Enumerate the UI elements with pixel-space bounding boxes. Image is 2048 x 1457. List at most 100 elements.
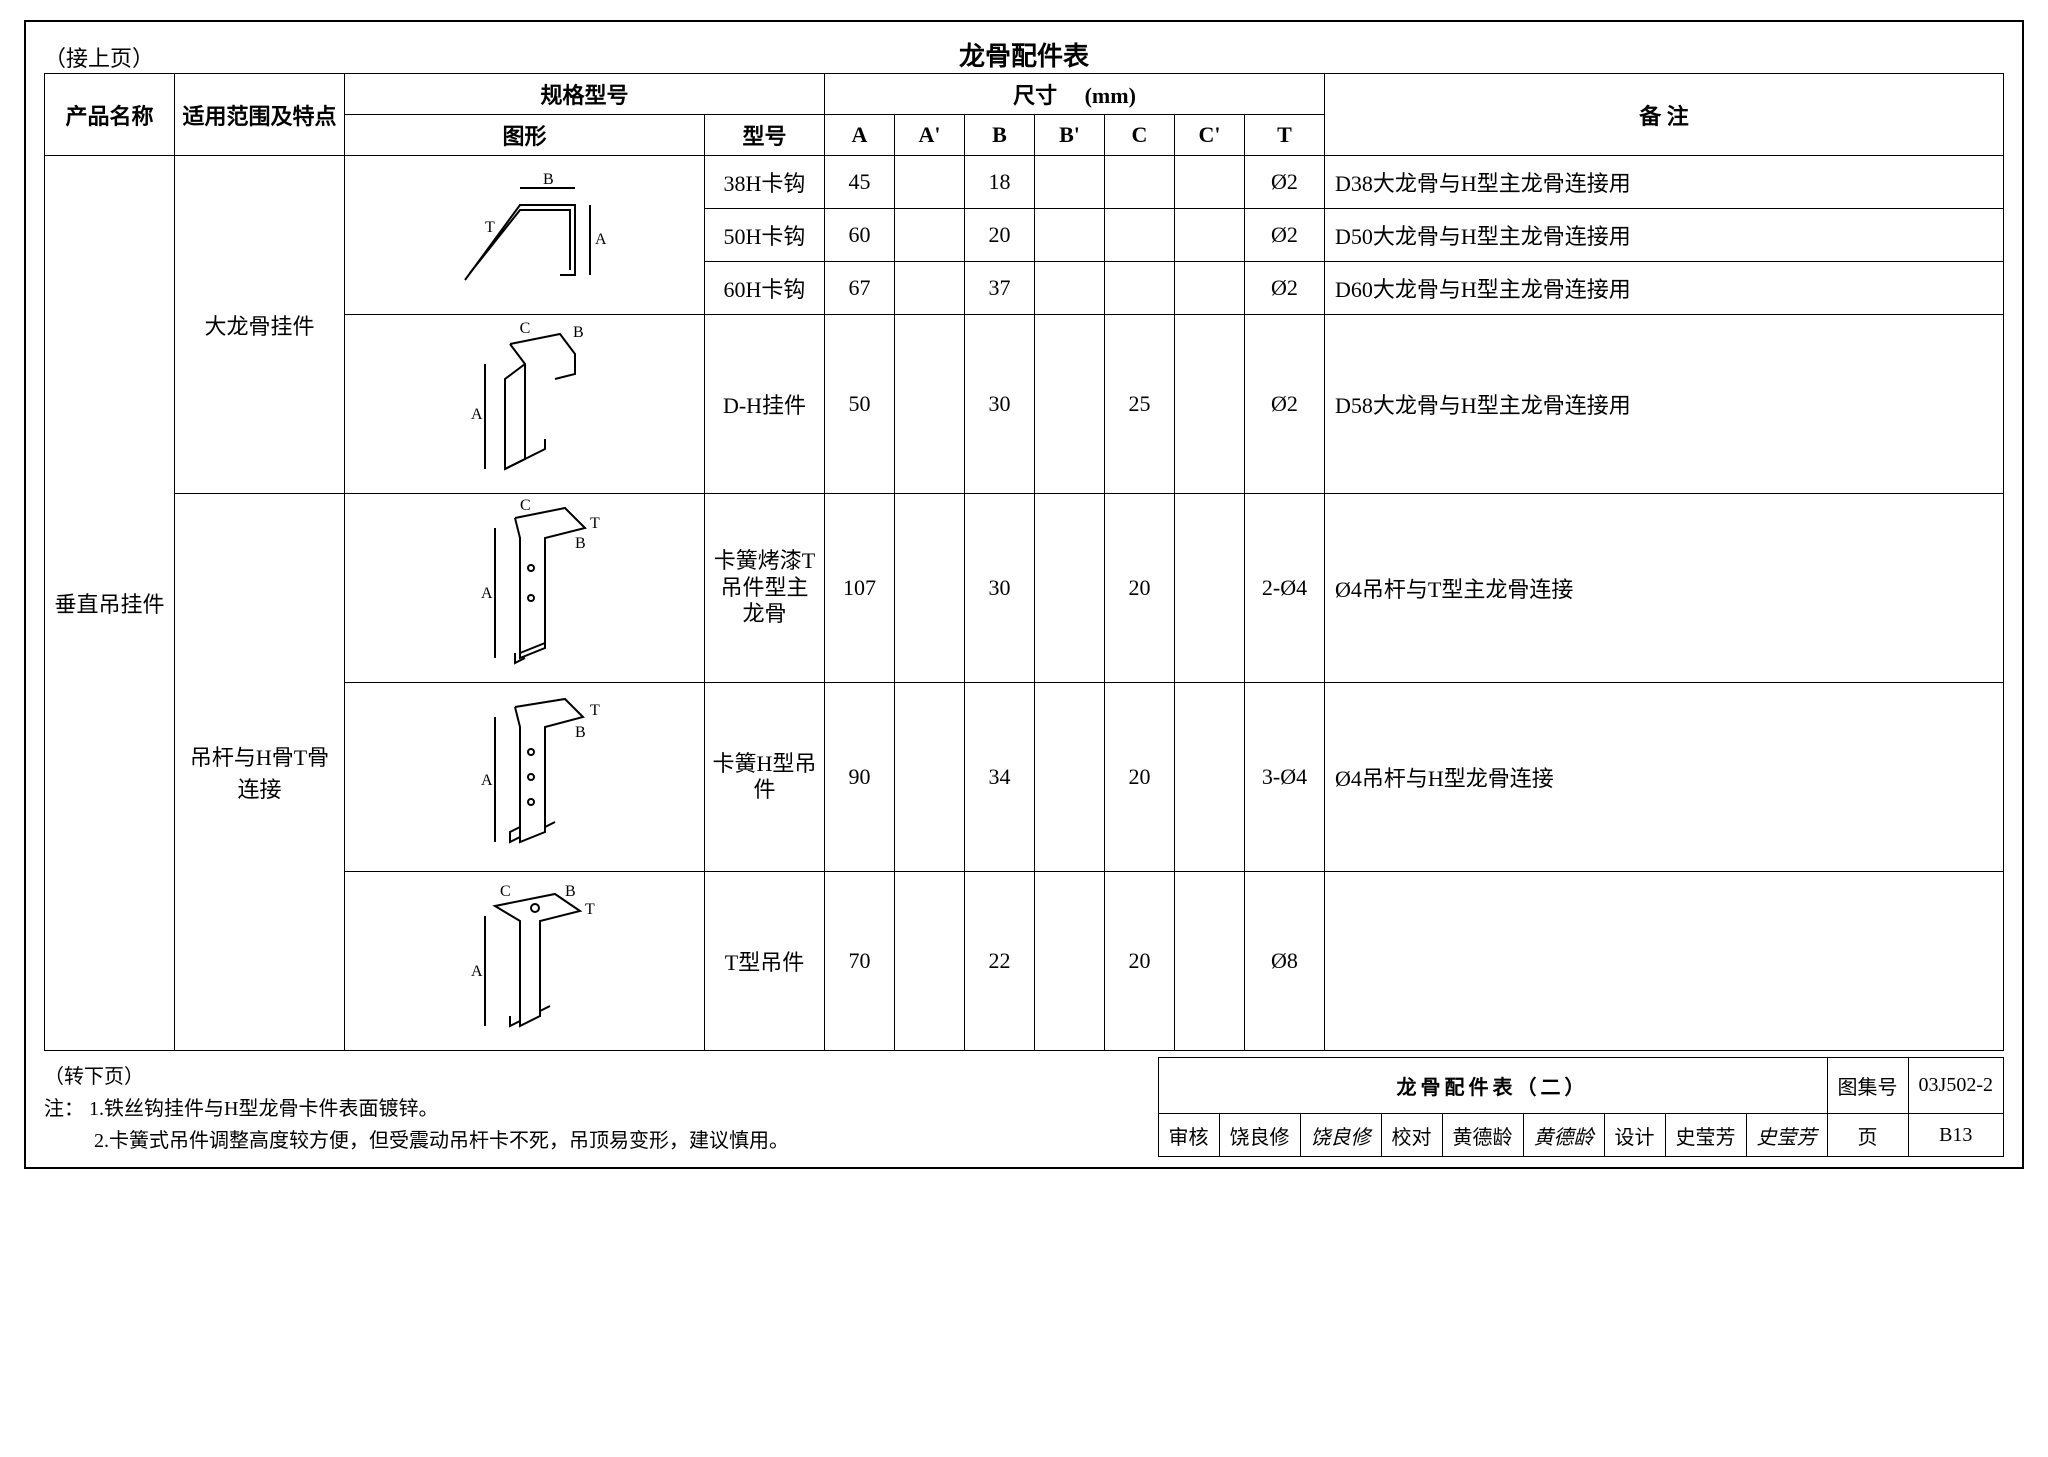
cell-model: 60H卡钩	[705, 262, 825, 315]
cell-B: 18	[965, 156, 1035, 209]
cell-model: 38H卡钩	[705, 156, 825, 209]
cell-scope: 大龙骨挂件	[175, 156, 345, 494]
svg-text:C: C	[520, 498, 531, 514]
th-dimension: 尺寸 (mm)	[825, 74, 1325, 115]
cell-A: 45	[825, 156, 895, 209]
svg-text:A: A	[471, 406, 483, 423]
th-C: C	[1105, 115, 1175, 156]
cell-Ap	[895, 494, 965, 683]
svg-text:B: B	[573, 324, 584, 341]
th-remark: 备 注	[1325, 74, 2004, 156]
cell-model: 50H卡钩	[705, 209, 825, 262]
cell-model: D-H挂件	[705, 315, 825, 494]
cell-remark	[1325, 872, 2004, 1051]
th-dim-unit: (mm)	[1085, 83, 1136, 108]
cell-Cp	[1175, 156, 1245, 209]
cell-Ap	[895, 156, 965, 209]
page-label: 页	[1827, 1114, 1908, 1157]
review-label: 审核	[1158, 1114, 1219, 1157]
dh-hanger-diagram-icon: A B C	[425, 319, 625, 489]
cell-Cp	[1175, 209, 1245, 262]
footer-area: （转下页） 注： 1.铁丝钩挂件与H型龙骨卡件表面镀锌。 2.卡簧式吊件调整高度…	[44, 1057, 2004, 1157]
th-dim-label: 尺寸	[1013, 83, 1057, 108]
cell-model: T型吊件	[705, 872, 825, 1051]
set-number: 03J502-2	[1908, 1058, 2003, 1114]
cell-Bp	[1035, 209, 1105, 262]
cell-C: 20	[1105, 683, 1175, 872]
svg-text:B: B	[575, 535, 586, 552]
notes-block: （转下页） 注： 1.铁丝钩挂件与H型龙骨卡件表面镀锌。 2.卡簧式吊件调整高度…	[44, 1057, 1158, 1157]
cell-model: 卡簧烤漆T吊件型主龙骨	[705, 494, 825, 683]
cell-T: Ø8	[1245, 872, 1325, 1051]
set-label: 图集号	[1827, 1058, 1908, 1114]
diagram-cell: B A T	[345, 156, 705, 315]
design-name: 史莹芳	[1665, 1114, 1746, 1157]
cell-Cp	[1175, 315, 1245, 494]
svg-text:B: B	[575, 724, 586, 741]
drawing-title: 龙骨配件表（二）	[1158, 1058, 1827, 1114]
cell-C	[1105, 156, 1175, 209]
cell-Ap	[895, 315, 965, 494]
cell-T: Ø2	[1245, 156, 1325, 209]
svg-text:A: A	[595, 231, 607, 248]
th-spec-model: 规格型号	[345, 74, 825, 115]
th-diagram: 图形	[345, 115, 705, 156]
spec-table: 产品名称 适用范围及特点 规格型号 尺寸 (mm) 备 注 图形 型号 A A'…	[44, 73, 2004, 1051]
cell-Cp	[1175, 494, 1245, 683]
cell-model: 卡簧H型吊件	[705, 683, 825, 872]
cell-Bp	[1035, 683, 1105, 872]
drawing-sheet: （接上页） 龙骨配件表 产品名称 适用范围及特点 规格型号 尺寸 (mm) 备 …	[24, 20, 2024, 1169]
check-signature: 黄德龄	[1523, 1114, 1604, 1157]
review-name: 饶良修	[1219, 1114, 1300, 1157]
spring-h-hanger-diagram-icon: A B T	[425, 687, 625, 867]
cell-A: 107	[825, 494, 895, 683]
continued-next: （转下页）	[44, 1061, 1158, 1093]
th-T: T	[1245, 115, 1325, 156]
hook-diagram-icon: B A T	[425, 160, 625, 310]
cell-T: 3-Ø4	[1245, 683, 1325, 872]
th-Ap: A'	[895, 115, 965, 156]
th-scope: 适用范围及特点	[175, 74, 345, 156]
cell-product-name: 垂直吊挂件	[45, 156, 175, 1051]
diagram-cell: A B C T	[345, 872, 705, 1051]
cell-B: 20	[965, 209, 1035, 262]
cell-T: Ø2	[1245, 262, 1325, 315]
cell-Ap	[895, 872, 965, 1051]
cell-T: 2-Ø4	[1245, 494, 1325, 683]
cell-Ap	[895, 262, 965, 315]
cell-scope: 吊杆与H骨T骨连接	[175, 494, 345, 1051]
design-label: 设计	[1604, 1114, 1665, 1157]
cell-T: Ø2	[1245, 209, 1325, 262]
svg-text:T: T	[590, 702, 600, 719]
svg-text:C: C	[500, 883, 511, 900]
table-row: 垂直吊挂件 大龙骨挂件 B A T 38H卡钩 45	[45, 156, 2004, 209]
title-block: 龙骨配件表（二） 图集号 03J502-2 审核 饶良修 饶良修 校对 黄德龄 …	[1158, 1057, 2004, 1157]
cell-remark: D50大龙骨与H型主龙骨连接用	[1325, 209, 2004, 262]
cell-remark: Ø4吊杆与T型主龙骨连接	[1325, 494, 2004, 683]
cell-Cp	[1175, 262, 1245, 315]
cell-C: 20	[1105, 872, 1175, 1051]
cell-B: 22	[965, 872, 1035, 1051]
cell-remark: Ø4吊杆与H型龙骨连接	[1325, 683, 2004, 872]
cell-Bp	[1035, 315, 1105, 494]
cell-Bp	[1035, 494, 1105, 683]
cell-A: 50	[825, 315, 895, 494]
svg-text:B: B	[543, 171, 554, 188]
th-A: A	[825, 115, 895, 156]
cell-Bp	[1035, 262, 1105, 315]
cell-Cp	[1175, 683, 1245, 872]
svg-text:T: T	[590, 515, 600, 532]
cell-Bp	[1035, 872, 1105, 1051]
svg-text:A: A	[481, 772, 493, 789]
diagram-cell: A B T	[345, 683, 705, 872]
th-Cp: C'	[1175, 115, 1245, 156]
cell-remark: D60大龙骨与H型主龙骨连接用	[1325, 262, 2004, 315]
cell-Bp	[1035, 156, 1105, 209]
notes-head: 注：	[44, 1098, 84, 1120]
t-hanger-diagram-icon: A B C T	[425, 876, 625, 1046]
cell-remark: D58大龙骨与H型主龙骨连接用	[1325, 315, 2004, 494]
cell-C: 25	[1105, 315, 1175, 494]
page-number: B13	[1908, 1114, 2003, 1157]
th-model: 型号	[705, 115, 825, 156]
note-1: 1.铁丝钩挂件与H型龙骨卡件表面镀锌。	[89, 1098, 438, 1120]
